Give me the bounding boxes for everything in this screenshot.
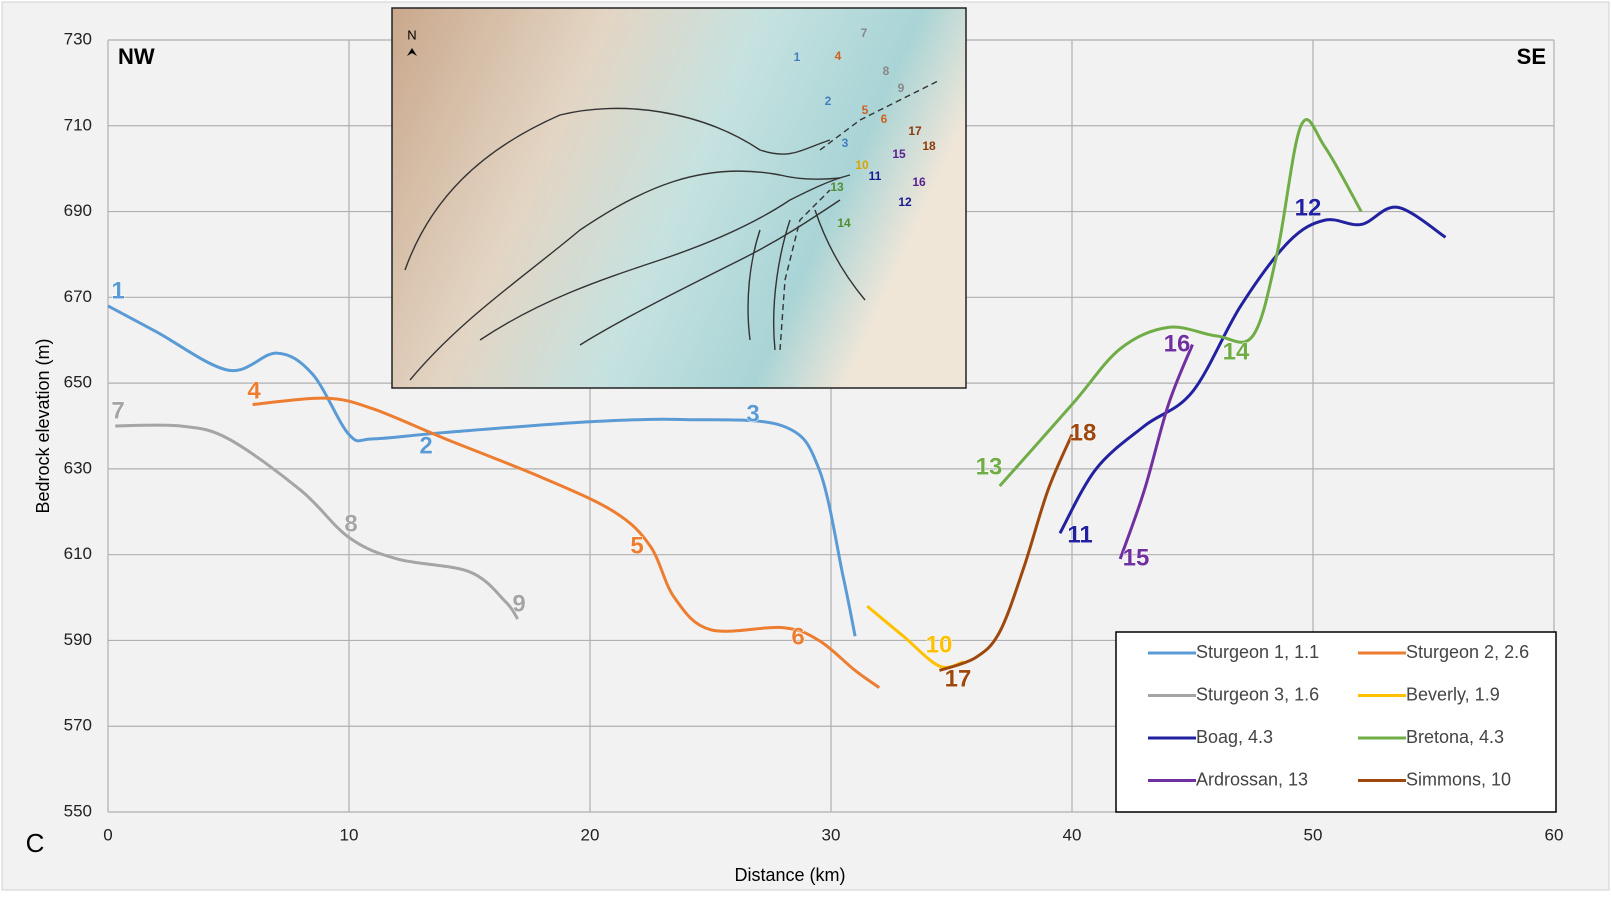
point-label: 9 — [512, 590, 525, 617]
y-tick-label: 730 — [64, 29, 92, 48]
y-axis-label: Bedrock elevation (m) — [33, 338, 53, 513]
map-label: 7 — [861, 26, 868, 40]
y-tick-label: 650 — [64, 373, 92, 392]
legend-label: Sturgeon 1, 1.1 — [1196, 642, 1319, 662]
x-tick-label: 0 — [103, 825, 112, 844]
map-label: 5 — [862, 103, 869, 117]
map-label: 15 — [892, 147, 906, 161]
page: Distance (km) Bedrock elevation (m) NW S… — [0, 0, 1611, 897]
point-label: 13 — [976, 453, 1003, 480]
map-label: 8 — [883, 64, 890, 78]
y-tick-label: 570 — [64, 716, 92, 735]
map-label: 9 — [898, 81, 905, 95]
point-label: 2 — [419, 432, 432, 459]
y-tick-label: 590 — [64, 630, 92, 649]
point-label: 12 — [1295, 194, 1322, 221]
point-label: 4 — [247, 377, 261, 404]
x-tick-label: 30 — [822, 825, 841, 844]
map-label: 18 — [922, 139, 936, 153]
map-label: 17 — [908, 124, 922, 138]
point-label: 1 — [111, 277, 124, 304]
legend-label: Sturgeon 2, 2.6 — [1406, 642, 1529, 662]
map-label: 12 — [898, 195, 912, 209]
y-tick-label: 670 — [64, 287, 92, 306]
point-label: 6 — [791, 623, 804, 650]
y-tick-label: 610 — [64, 544, 92, 563]
map-label: 6 — [881, 112, 888, 126]
legend-label: Bretona, 4.3 — [1406, 727, 1504, 747]
point-label: 10 — [926, 631, 953, 658]
map-label: 2 — [825, 94, 832, 108]
legend-label: Beverly, 1.9 — [1406, 684, 1500, 704]
x-tick-label: 20 — [581, 825, 600, 844]
x-tick-label: 60 — [1545, 825, 1564, 844]
x-tick-label: 50 — [1304, 825, 1323, 844]
y-tick-label: 710 — [64, 115, 92, 134]
point-label: 15 — [1123, 544, 1150, 571]
point-label: 18 — [1070, 419, 1097, 446]
corner-label: SE — [1517, 44, 1546, 69]
legend: Sturgeon 1, 1.1 Sturgeon 2, 2.6 Sturgeon 3… — [1116, 632, 1556, 812]
map-label: 10 — [855, 158, 869, 172]
point-label: 17 — [945, 665, 972, 692]
map-label: 14 — [837, 216, 851, 230]
legend-label: Sturgeon 3, 1.6 — [1196, 684, 1319, 704]
legend-label: Boag, 4.3 — [1196, 727, 1273, 747]
map-label: 4 — [835, 49, 842, 63]
north-label: N — [407, 27, 416, 42]
map-label: 16 — [912, 175, 926, 189]
point-label: 8 — [344, 510, 357, 537]
y-tick-label: 550 — [64, 801, 92, 820]
y-tick-label: 690 — [64, 201, 92, 220]
point-label: 5 — [630, 532, 643, 559]
x-axis-label: Distance (km) — [734, 865, 845, 885]
map-label: 13 — [830, 180, 844, 194]
chart: Distance (km) Bedrock elevation (m) NW S… — [0, 0, 1611, 892]
map-label: 3 — [842, 136, 849, 150]
x-tick-label: 40 — [1063, 825, 1082, 844]
x-tick-label: 10 — [340, 825, 359, 844]
map-label: 1 — [794, 50, 801, 64]
panel-label: C — [26, 828, 45, 858]
point-label: 3 — [746, 400, 759, 427]
map-frame — [392, 8, 966, 388]
y-tick-label: 630 — [64, 458, 92, 477]
legend-label: Simmons, 10 — [1406, 769, 1511, 789]
map-label: 11 — [869, 169, 882, 183]
corner-label: NW — [118, 44, 155, 69]
legend-label: Ardrossan, 13 — [1196, 769, 1308, 789]
point-label: 14 — [1223, 338, 1250, 365]
point-label: 7 — [111, 397, 124, 424]
point-label: 16 — [1164, 330, 1191, 357]
point-label: 11 — [1067, 521, 1092, 548]
